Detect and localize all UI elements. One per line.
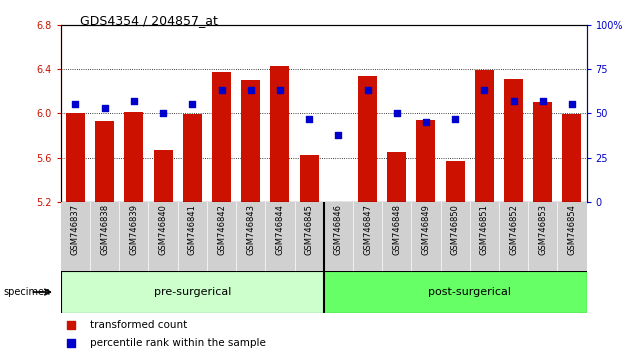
Text: GSM746849: GSM746849 — [421, 204, 430, 255]
Point — [158, 110, 168, 116]
Text: GSM746842: GSM746842 — [217, 204, 226, 255]
Text: post-surgerical: post-surgerical — [428, 287, 512, 297]
Text: transformed count: transformed count — [90, 320, 187, 330]
Bar — [324, 271, 587, 313]
Point — [538, 98, 548, 104]
Text: GSM746847: GSM746847 — [363, 204, 372, 255]
Point — [66, 340, 76, 346]
Bar — [504, 79, 523, 202]
Bar — [499, 202, 528, 271]
Text: GSM746854: GSM746854 — [567, 204, 576, 255]
Text: pre-surgerical: pre-surgerical — [154, 287, 231, 297]
Point — [479, 87, 490, 93]
Text: GSM746844: GSM746844 — [276, 204, 285, 255]
Bar — [533, 102, 552, 202]
Point — [217, 87, 227, 93]
Bar — [212, 72, 231, 202]
Text: GSM746851: GSM746851 — [480, 204, 489, 255]
Bar — [299, 155, 319, 202]
Bar — [265, 202, 294, 271]
Point — [129, 98, 139, 104]
Bar — [61, 271, 324, 313]
Text: GSM746853: GSM746853 — [538, 204, 547, 255]
Bar — [475, 70, 494, 202]
Point — [246, 87, 256, 93]
Text: GSM746840: GSM746840 — [158, 204, 167, 255]
Bar — [178, 202, 207, 271]
Bar — [154, 150, 172, 202]
Bar — [412, 202, 440, 271]
Point — [450, 116, 460, 121]
Bar — [66, 113, 85, 202]
Bar — [271, 66, 289, 202]
Text: GSM746837: GSM746837 — [71, 204, 80, 255]
Point — [362, 87, 372, 93]
Point — [567, 102, 577, 107]
Bar — [557, 202, 587, 271]
Text: specimen: specimen — [3, 287, 51, 297]
Point — [304, 116, 314, 121]
Bar — [236, 202, 265, 271]
Text: GSM746848: GSM746848 — [392, 204, 401, 255]
Bar — [470, 202, 499, 271]
Bar — [149, 202, 178, 271]
Text: GSM746850: GSM746850 — [451, 204, 460, 255]
Point — [66, 322, 76, 327]
Point — [420, 119, 431, 125]
Bar — [241, 80, 260, 202]
Point — [508, 98, 519, 104]
Bar — [528, 202, 557, 271]
Bar — [353, 202, 382, 271]
Bar — [417, 120, 435, 202]
Point — [71, 102, 81, 107]
Bar — [294, 202, 324, 271]
Text: percentile rank within the sample: percentile rank within the sample — [90, 338, 265, 348]
Bar — [124, 112, 144, 202]
Text: GSM746846: GSM746846 — [334, 204, 343, 255]
Point — [275, 87, 285, 93]
Bar — [96, 121, 114, 202]
Text: GSM746841: GSM746841 — [188, 204, 197, 255]
Bar — [382, 202, 412, 271]
Bar — [207, 202, 236, 271]
Text: GSM746845: GSM746845 — [304, 204, 313, 255]
Point — [392, 110, 402, 116]
Bar — [61, 202, 90, 271]
Bar — [324, 202, 353, 271]
Bar — [440, 202, 470, 271]
Bar — [358, 76, 377, 202]
Bar — [90, 202, 119, 271]
Point — [187, 102, 197, 107]
Text: GSM746838: GSM746838 — [100, 204, 109, 255]
Point — [333, 132, 344, 137]
Point — [99, 105, 110, 111]
Text: GSM746852: GSM746852 — [509, 204, 518, 255]
Bar — [387, 152, 406, 202]
Bar — [445, 161, 465, 202]
Text: GSM746839: GSM746839 — [129, 204, 138, 255]
Text: GSM746843: GSM746843 — [246, 204, 255, 255]
Bar — [562, 114, 581, 202]
Bar — [119, 202, 149, 271]
Bar — [183, 114, 202, 202]
Text: GDS4354 / 204857_at: GDS4354 / 204857_at — [80, 14, 218, 27]
